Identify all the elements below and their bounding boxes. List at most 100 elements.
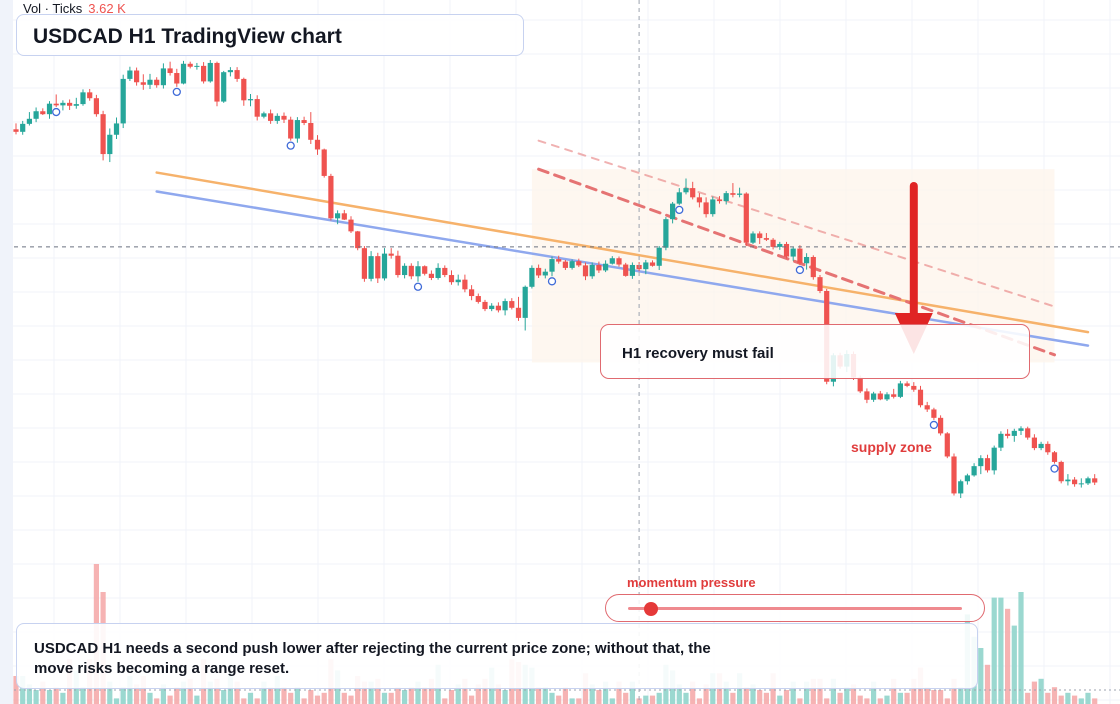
candle-body [294, 120, 300, 139]
volume-bar [730, 692, 736, 704]
volume-bar [20, 676, 26, 704]
volume-bar [837, 692, 843, 704]
volume-bar [938, 690, 944, 704]
volume-bar [850, 684, 857, 704]
volume-bar [797, 698, 803, 704]
candle-body [1031, 437, 1037, 449]
candle-body [556, 259, 562, 262]
volume-bar [268, 687, 274, 704]
candle-body [314, 139, 321, 150]
candle-body [375, 256, 381, 279]
volume-bar [341, 692, 347, 704]
volume-bar [495, 684, 501, 704]
candle-body [790, 248, 796, 257]
volume-bar [991, 597, 997, 704]
candle-body [589, 264, 595, 277]
candle-body [582, 265, 589, 277]
candle-body [864, 391, 870, 400]
candle-body [1072, 479, 1078, 485]
candle-body [113, 123, 120, 135]
volume-bar [1018, 592, 1024, 704]
candle-body [355, 231, 361, 249]
volume-bar [46, 690, 53, 704]
candle-body [160, 68, 166, 86]
candle-body [978, 458, 984, 467]
candle-body [509, 301, 515, 308]
volume-bar [26, 684, 32, 704]
candle-body [482, 301, 488, 310]
reaction-markers [52, 87, 1059, 473]
volume-bar [1078, 698, 1084, 704]
candle-body [951, 456, 957, 494]
candle-body [1005, 433, 1011, 436]
momentum-knob [644, 602, 659, 616]
volume-bar [783, 690, 790, 704]
volume-bar [174, 687, 180, 704]
volume-bar [1092, 698, 1098, 704]
candle-body [663, 219, 669, 248]
candle-body [261, 113, 267, 117]
candle-body [1085, 478, 1091, 484]
trendline-red-dashed [537, 167, 1056, 357]
volume-bar [60, 692, 66, 704]
volume-bar [649, 695, 656, 704]
volume-bar [1072, 695, 1078, 704]
volume-bar [375, 678, 381, 704]
volume-bar [113, 698, 120, 704]
candle-body [26, 118, 32, 124]
volume-bar [388, 692, 394, 704]
volume-bar [241, 698, 247, 704]
candle-body [361, 248, 367, 279]
candle-body [227, 70, 233, 73]
candle-body [274, 115, 280, 121]
candle-body [147, 79, 153, 85]
volume-bar [757, 690, 763, 704]
volume-bar [1051, 687, 1058, 704]
recovery-callout: H1 recovery must fail [600, 324, 1030, 379]
volume-bar [395, 687, 401, 704]
candle-body [368, 256, 374, 279]
candle-body [817, 277, 823, 291]
trendline-blue-solid [155, 190, 1090, 347]
volume-bar [871, 681, 877, 704]
candle-body [924, 405, 930, 410]
candle-body [422, 266, 428, 274]
volume-bar [1085, 692, 1091, 704]
candle-body [489, 305, 495, 310]
candle-body [87, 92, 93, 99]
volume-bar [147, 692, 153, 704]
volume-bar [864, 698, 870, 704]
volume-bar [221, 690, 227, 704]
volume-bar [623, 692, 629, 704]
chart-title: USDCAD H1 TradingView chart [33, 25, 342, 48]
candle-body [797, 248, 803, 264]
volume-bar [422, 687, 428, 704]
momentum-label: momentum pressure [627, 575, 756, 590]
candle-body [1065, 479, 1071, 482]
candle-body [1092, 478, 1098, 483]
volume-bar [958, 687, 964, 704]
candle-body [690, 188, 696, 198]
volume-bar [274, 676, 280, 704]
candle-body [442, 267, 448, 276]
candle-body [80, 92, 86, 105]
candle-body [998, 433, 1004, 448]
candle-body [268, 113, 274, 121]
reaction-marker [675, 205, 684, 215]
candle-body [214, 62, 220, 102]
volume-bar [1058, 695, 1064, 704]
candle-body [1058, 461, 1064, 482]
candle-body [542, 271, 548, 276]
volume-bar [636, 698, 642, 704]
volume-bar [810, 678, 816, 704]
candle-body [408, 265, 414, 277]
candle-body [770, 239, 776, 247]
volume-bar [891, 678, 897, 704]
candle-body [716, 199, 723, 202]
candle-body [335, 213, 341, 219]
volume-bar [361, 681, 367, 704]
volume-bar [120, 687, 126, 704]
candle-body [448, 275, 455, 283]
candle-body [247, 99, 254, 101]
candle-body [1051, 452, 1058, 462]
